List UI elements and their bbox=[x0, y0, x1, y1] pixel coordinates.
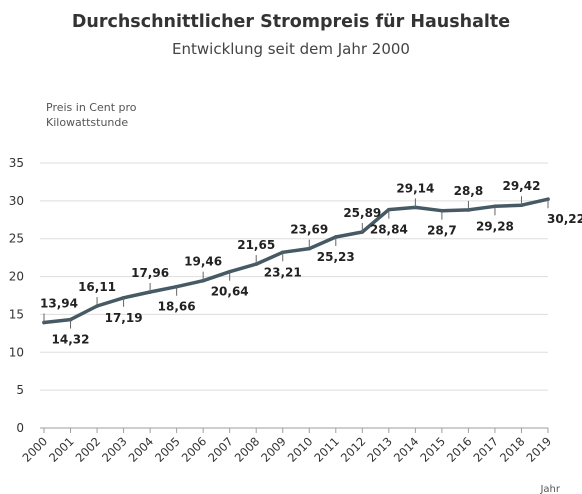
x-axis-label: Jahr bbox=[539, 484, 560, 494]
gridlines bbox=[40, 162, 548, 429]
series-line bbox=[42, 197, 550, 325]
chart-title: Durchschnittlicher Strompreis für Hausha… bbox=[72, 12, 510, 32]
x-tick-label: 2010 bbox=[285, 434, 316, 465]
data-label: 23,69 bbox=[290, 223, 328, 237]
data-label: 20,64 bbox=[211, 285, 249, 299]
data-label: 29,28 bbox=[476, 219, 514, 233]
y-tick-label: 25 bbox=[9, 232, 24, 246]
y-tick-label: 5 bbox=[16, 383, 24, 397]
data-label: 23,21 bbox=[264, 265, 302, 279]
data-label: 29,42 bbox=[502, 179, 540, 193]
y-tick-label: 15 bbox=[9, 307, 24, 321]
x-tick-label: 2017 bbox=[470, 434, 501, 465]
data-label: 28,84 bbox=[370, 223, 408, 237]
data-label: 14,32 bbox=[52, 333, 90, 347]
x-tick-label: 2016 bbox=[444, 434, 475, 465]
data-label: 29,14 bbox=[396, 181, 434, 195]
data-label: 19,46 bbox=[184, 255, 222, 269]
x-tick-label: 2011 bbox=[311, 434, 342, 465]
x-tick-label: 2019 bbox=[524, 434, 555, 465]
data-label: 17,19 bbox=[105, 311, 143, 325]
data-label: 25,89 bbox=[343, 206, 381, 220]
x-tick-label: 2014 bbox=[391, 434, 422, 465]
x-tick-label: 2018 bbox=[497, 434, 528, 465]
data-point bbox=[254, 262, 259, 266]
x-tick-label: 2004 bbox=[126, 434, 157, 465]
data-label: 18,66 bbox=[158, 300, 196, 314]
y-axis-label-line-2: Kilowattstunde bbox=[46, 116, 128, 129]
x-tick-label: 2008 bbox=[232, 434, 263, 465]
chart-subtitle: Entwicklung seit dem Jahr 2000 bbox=[172, 40, 410, 58]
y-tick-label: 0 bbox=[16, 421, 24, 435]
x-axis: 2000200120022003200420052006200720082009… bbox=[20, 428, 555, 465]
y-axis-ticks: 0 5 10 15 20 25 30 35 bbox=[9, 156, 24, 435]
x-tick-label: 2005 bbox=[152, 434, 183, 465]
data-labels: 13,94 14,32 16,11 17,19 17,96 18,66 19,46 20,64… bbox=[40, 179, 582, 346]
data-point bbox=[201, 278, 205, 283]
x-tick-label: 2002 bbox=[73, 434, 104, 465]
y-tick-label: 10 bbox=[9, 345, 24, 359]
data-label: 21,65 bbox=[237, 238, 275, 252]
x-tick-label: 2006 bbox=[179, 434, 210, 465]
x-tick-label: 2000 bbox=[20, 434, 51, 465]
y-tick-label: 35 bbox=[9, 156, 24, 170]
data-label: 13,94 bbox=[40, 296, 78, 310]
data-label: 17,96 bbox=[131, 266, 169, 280]
x-tick-label: 2009 bbox=[258, 434, 289, 465]
y-tick-label: 30 bbox=[9, 194, 24, 208]
x-tick-label: 2012 bbox=[338, 434, 369, 465]
data-label: 30,22 bbox=[547, 212, 582, 226]
y-tick-label: 20 bbox=[9, 270, 24, 284]
series-polyline bbox=[42, 197, 550, 325]
data-label: 16,11 bbox=[78, 280, 116, 294]
x-tick-label: 2001 bbox=[46, 434, 77, 465]
data-label: 28,7 bbox=[427, 224, 457, 238]
data-label: 25,23 bbox=[317, 250, 355, 264]
x-tick-label: 2003 bbox=[99, 434, 130, 465]
y-axis-label-line-1: Preis in Cent pro bbox=[46, 101, 137, 114]
x-tick-label: 2015 bbox=[417, 434, 448, 465]
x-tick-label: 2013 bbox=[364, 434, 395, 465]
x-tick-label: 2007 bbox=[205, 434, 236, 465]
data-label: 28,8 bbox=[454, 184, 484, 198]
